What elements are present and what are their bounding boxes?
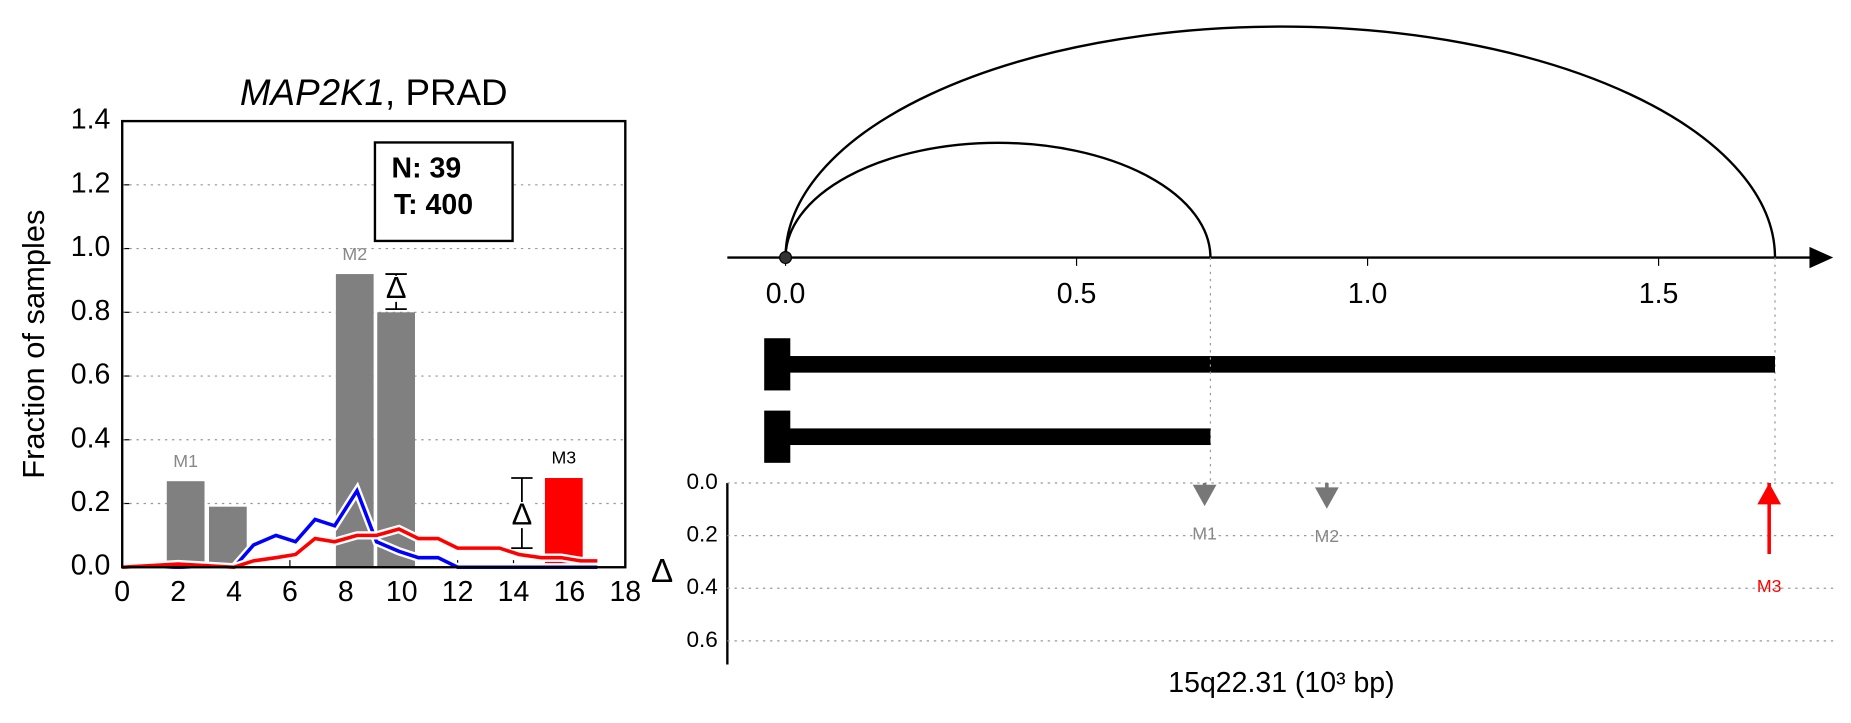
y-tick-label: 0.8: [71, 295, 111, 327]
mutation-label: M3: [1757, 576, 1782, 596]
y-tick-label: 1.0: [71, 231, 111, 263]
x-axis-label: 15q22.31 (10³ bp): [1168, 667, 1394, 699]
y-axis-label: Δ: [651, 553, 673, 590]
bar: [544, 478, 583, 568]
transcript: [785, 356, 1775, 373]
x-tick-label: 0.5: [1057, 278, 1097, 310]
y-tick-label: 0.0: [687, 469, 718, 494]
annotation-text: N: 39: [392, 152, 462, 184]
annotation-text: T: 400: [394, 189, 473, 221]
y-tick-label: 1.2: [71, 167, 111, 199]
title-part: , PRAD: [385, 72, 508, 113]
x-tick-label: 0.0: [766, 278, 806, 310]
y-tick-label: 1.4: [71, 104, 111, 136]
x-tick-label: 10: [386, 576, 418, 608]
mutation-arrowhead: [1192, 484, 1217, 507]
x-tick-label: 14: [498, 576, 530, 608]
mutation-arrowhead: [1757, 482, 1782, 505]
x-tick-label: 18: [609, 576, 641, 608]
y-tick-label: 0.6: [71, 359, 111, 391]
chart-title: MAP2K1, PRAD: [240, 72, 508, 113]
x-tick-label: 8: [338, 576, 354, 608]
x-tick-label: 1.5: [1639, 278, 1679, 310]
arc: [784, 141, 1212, 258]
delta-bg: [508, 502, 535, 529]
plot-frame: [121, 119, 627, 569]
bar-label: M3: [551, 448, 576, 468]
bar-label: M1: [173, 451, 198, 471]
y-tick-label: 0.4: [687, 574, 718, 599]
mutation-arrowhead: [1314, 487, 1339, 509]
x-tick-label: 6: [282, 576, 298, 608]
y-tick-label: 0.4: [71, 422, 111, 454]
y-tick-label: 0.0: [71, 550, 111, 582]
bar: [166, 481, 205, 568]
transcript: [785, 428, 1211, 446]
y-tick-label: 0.2: [71, 486, 111, 518]
delta-marker: Δ: [512, 496, 533, 531]
mutation-label: M1: [1192, 523, 1217, 543]
transcript-start: [764, 338, 791, 391]
bar: [377, 312, 415, 568]
transcript-start: [764, 410, 791, 463]
bar-label: M2: [342, 244, 367, 264]
x-tick-label: 2: [170, 576, 186, 608]
origin-point: [779, 251, 793, 265]
x-tick-label: 16: [554, 576, 586, 608]
x-tick-label: 4: [226, 576, 242, 608]
axis-arrow: [1809, 246, 1834, 269]
delta-marker: Δ: [386, 270, 407, 305]
y-tick-label: 0.2: [687, 522, 718, 547]
delta-bg: [383, 275, 410, 302]
y-tick-label: 0.6: [687, 627, 718, 652]
x-tick-label: 0: [114, 576, 130, 608]
arc: [784, 25, 1777, 258]
annotation-box: [373, 141, 514, 243]
mutation-label: M2: [1314, 526, 1339, 546]
title-part: MAP2K1: [240, 72, 385, 113]
x-tick-label: 12: [442, 576, 474, 608]
y-axis-label: Fraction of samples: [16, 210, 51, 479]
x-tick-label: 1.0: [1348, 278, 1388, 310]
